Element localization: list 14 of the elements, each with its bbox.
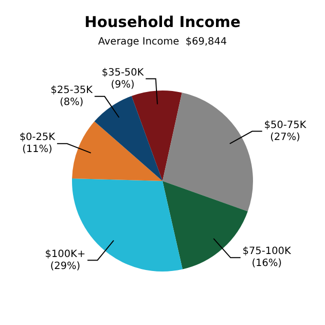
- slice-label: $0-25K: [19, 132, 56, 144]
- data-label: (11%): [22, 144, 52, 156]
- data-label: (29%): [50, 260, 80, 272]
- chart-title: Household Income: [84, 12, 240, 31]
- slice-label: $25-35K: [50, 85, 94, 96]
- slice-label: $100K+: [45, 248, 86, 260]
- data-label: (27%): [270, 132, 300, 143]
- data-label: (16%): [252, 258, 282, 270]
- slice-label: $75-100K: [242, 246, 292, 258]
- slice-label: $50-75K: [264, 120, 307, 131]
- data-label: (8%): [60, 97, 84, 108]
- data-label: (9%): [110, 79, 135, 90]
- chart-subtitle: Average Income $69,844: [98, 36, 227, 48]
- slice-label: $35-50K: [102, 67, 144, 78]
